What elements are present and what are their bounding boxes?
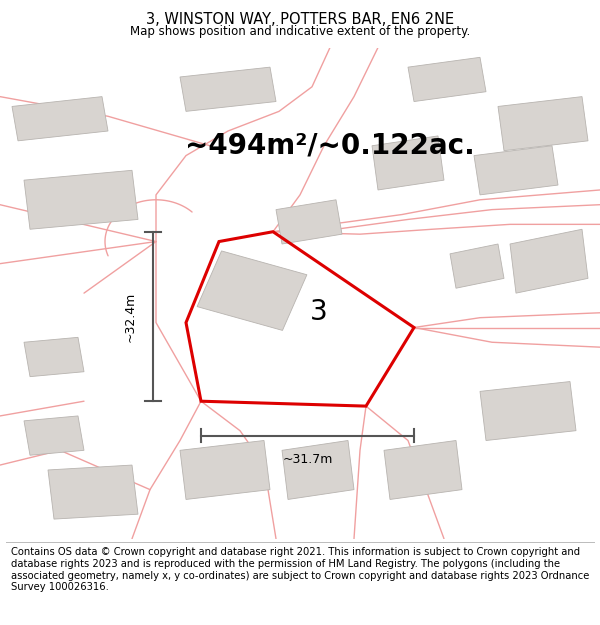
Polygon shape [498, 97, 588, 151]
Text: Contains OS data © Crown copyright and database right 2021. This information is : Contains OS data © Crown copyright and d… [11, 548, 589, 592]
Polygon shape [384, 441, 462, 499]
Polygon shape [282, 441, 354, 499]
Polygon shape [408, 58, 486, 101]
Polygon shape [24, 170, 138, 229]
Polygon shape [197, 251, 307, 331]
Polygon shape [450, 244, 504, 288]
Polygon shape [480, 381, 576, 441]
Polygon shape [12, 97, 108, 141]
Text: ~494m²/~0.122ac.: ~494m²/~0.122ac. [185, 132, 475, 160]
Polygon shape [510, 229, 588, 293]
Text: Map shows position and indicative extent of the property.: Map shows position and indicative extent… [130, 25, 470, 38]
Polygon shape [474, 146, 558, 195]
Polygon shape [180, 441, 270, 499]
Text: ~32.4m: ~32.4m [124, 291, 137, 342]
Text: ~31.7m: ~31.7m [283, 452, 332, 466]
Polygon shape [24, 416, 84, 455]
Polygon shape [48, 465, 138, 519]
Polygon shape [276, 200, 342, 244]
Text: 3, WINSTON WAY, POTTERS BAR, EN6 2NE: 3, WINSTON WAY, POTTERS BAR, EN6 2NE [146, 12, 454, 27]
Polygon shape [180, 67, 276, 111]
Polygon shape [24, 338, 84, 377]
Polygon shape [372, 136, 444, 190]
Text: 3: 3 [310, 298, 328, 326]
